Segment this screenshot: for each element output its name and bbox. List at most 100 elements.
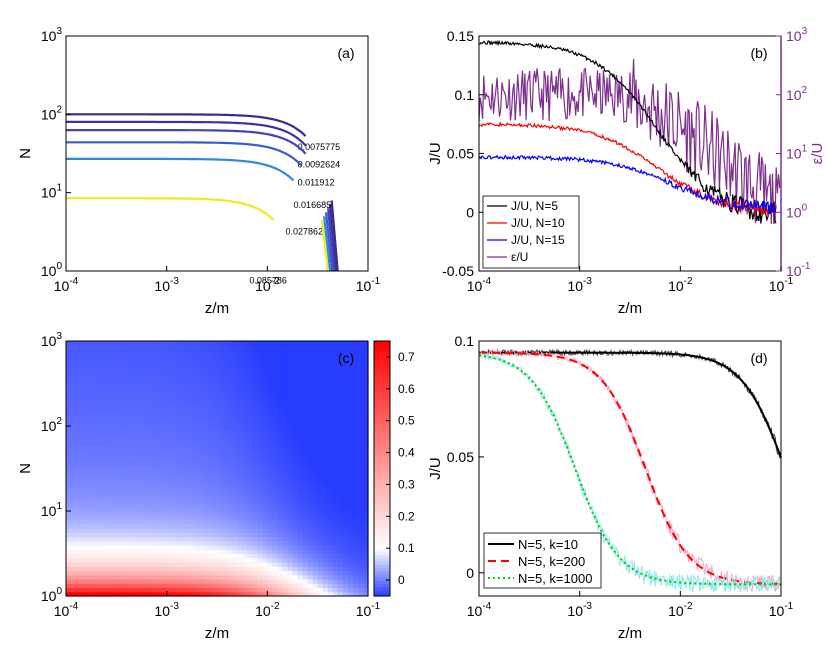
heat-cell — [217, 549, 223, 555]
heat-cell — [342, 379, 349, 385]
heat-cell — [66, 464, 72, 470]
heat-cell — [242, 502, 248, 508]
heat-cell — [312, 438, 319, 444]
heat-cell — [106, 345, 112, 351]
heat-cell — [86, 426, 92, 431]
heat-cell — [71, 472, 77, 478]
heat-cell — [332, 421, 339, 427]
heat-cell — [141, 409, 148, 414]
heat-cell — [186, 540, 193, 546]
heat-cell — [116, 447, 122, 453]
heat-cell — [302, 417, 309, 423]
heat-cell — [156, 417, 163, 423]
heat-cell — [302, 562, 309, 567]
heat-cell — [302, 370, 309, 376]
heat-cell — [126, 562, 133, 567]
heat-cell — [206, 481, 213, 487]
heat-cell — [76, 549, 82, 555]
heat-cell — [76, 421, 82, 427]
heat-cell — [211, 485, 218, 491]
heat-cell — [252, 443, 258, 448]
heat-cell — [342, 485, 349, 491]
heat-cell — [282, 375, 289, 380]
heat-cell — [181, 489, 188, 495]
heat-cell — [131, 396, 138, 402]
heat-cell — [227, 421, 233, 427]
heat-cell — [71, 358, 77, 363]
heat-cell — [257, 583, 263, 589]
heat-cell — [191, 566, 198, 572]
heat-cell — [222, 421, 228, 427]
heat-cell — [312, 400, 319, 406]
heat-cell — [166, 379, 173, 385]
heat-cell — [332, 562, 339, 567]
heat-cell — [146, 383, 153, 389]
heat-cell — [141, 434, 148, 440]
heat-cell — [96, 481, 102, 487]
heat-cell — [81, 523, 87, 529]
heat-cell — [217, 502, 223, 508]
heat-cell — [161, 506, 168, 512]
heat-cell — [237, 345, 243, 351]
heat-cell — [282, 362, 289, 368]
heat-cell — [217, 349, 223, 355]
heat-cell — [141, 362, 148, 368]
heat-cell — [136, 489, 143, 495]
heat-cell — [116, 536, 122, 542]
heat-cell — [267, 515, 273, 521]
heat-cell — [191, 472, 198, 478]
heat-cell — [307, 345, 314, 351]
heat-cell — [76, 494, 82, 499]
heat-cell — [332, 536, 339, 542]
heat-cell — [81, 570, 87, 576]
heat-cell — [181, 362, 188, 368]
heat-cell — [171, 485, 178, 491]
heat-cell — [196, 579, 203, 584]
heat-cell — [317, 468, 324, 474]
heat-cell — [272, 523, 278, 529]
heat-cell — [317, 353, 324, 359]
heat-cell — [307, 523, 314, 529]
heat-cell — [181, 460, 188, 465]
heat-cell — [131, 358, 138, 363]
heat-cell — [327, 349, 334, 355]
heat-cell — [101, 502, 107, 508]
heat-cell — [337, 519, 344, 525]
heat-cell — [111, 400, 117, 406]
heat-cell — [267, 485, 273, 491]
heat-cell — [151, 591, 158, 597]
heat-cell — [136, 434, 143, 440]
heat-cell — [186, 362, 193, 368]
heat-cell — [101, 426, 107, 431]
heat-cell — [247, 523, 253, 529]
heat-cell — [91, 341, 97, 346]
heat-cell — [151, 485, 158, 491]
heat-cell — [151, 383, 158, 389]
y-axis-label: J/U — [427, 457, 444, 480]
heat-cell — [222, 477, 228, 482]
heat-cell — [262, 413, 268, 419]
heat-cell — [121, 506, 127, 512]
heat-cell — [196, 553, 203, 559]
heat-cell — [181, 426, 188, 431]
heat-cell — [66, 417, 72, 423]
heat-cell — [332, 353, 339, 359]
heat-cell — [327, 502, 334, 508]
heat-cell — [191, 387, 198, 393]
heat-cell — [267, 511, 273, 516]
heat-cell — [332, 430, 339, 436]
heat-cell — [131, 540, 138, 546]
heat-cell — [247, 370, 253, 376]
heat-cell — [262, 366, 268, 372]
heat-cell — [217, 375, 223, 380]
y-tick-label: 0 — [466, 565, 474, 581]
heat-cell — [81, 417, 87, 423]
heat-cell — [116, 532, 122, 538]
heat-cell — [131, 379, 138, 385]
heat-cell — [201, 579, 208, 584]
heat-cell — [262, 353, 268, 359]
heat-cell — [146, 426, 153, 431]
heat-cell — [201, 392, 208, 397]
heat-cell — [277, 468, 284, 474]
heat-cell — [111, 392, 117, 397]
